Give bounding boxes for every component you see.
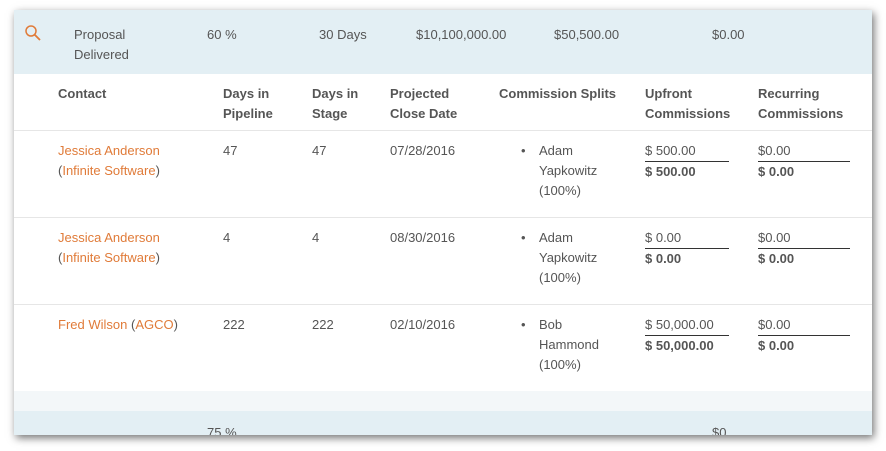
upfront-total: $ 500.00 — [645, 164, 696, 179]
projected-close-date: 02/10/2016 — [390, 317, 456, 332]
recurring-amount: $0.00 — [758, 228, 850, 249]
recurring-commission: $0.00 $ 0.00 — [758, 141, 850, 182]
days-in-pipeline: 47 — [223, 143, 238, 158]
col-contact: Contact — [58, 86, 107, 101]
section-spacer — [14, 391, 872, 411]
days-in-pipeline: 4 — [223, 230, 231, 245]
upfront-commission: $ 500.00 $ 500.00 — [645, 141, 729, 182]
recurring-amount: $0.00 — [758, 315, 850, 336]
recurring-total: $ 0.00 — [758, 164, 795, 179]
upfront-total: $ 50,000.00 — [645, 338, 714, 353]
recurring-amount: $0.00 — [758, 141, 850, 162]
contact-cell: Jessica Anderson (Infinite Software) — [58, 143, 160, 178]
split-text: Adam Yapkowitz (100%) — [539, 143, 598, 198]
recurring-total: $ 0.00 — [758, 338, 795, 353]
next-stage-commission: $0 — [712, 425, 727, 435]
upfront-amount: $ 50,000.00 — [645, 315, 729, 336]
next-stage-probability: 75 % — [207, 425, 237, 435]
projected-close-date: 07/28/2016 — [390, 143, 456, 158]
company-link[interactable]: Infinite Software — [62, 250, 156, 265]
bullet-icon: • — [521, 317, 526, 332]
stage-duration: 30 Days — [319, 27, 367, 42]
recurring-commission: $0.00 $ 0.00 — [758, 228, 850, 269]
company-link[interactable]: Infinite Software — [62, 163, 156, 178]
table-row: Fred Wilson (AGCO) 222 222 02/10/2016 • … — [14, 304, 872, 392]
upfront-total: $ 0.00 — [645, 251, 682, 266]
stage-summary-row-next[interactable]: 75 % $0 — [14, 411, 872, 435]
stage-weighted-value: $50,500.00 — [554, 27, 620, 42]
stage-probability: 60 % — [207, 27, 237, 42]
contact-link[interactable]: Jessica Anderson — [58, 143, 160, 158]
commission-split: • Bob Hammond (100%) — [521, 315, 621, 375]
table-row: Jessica Anderson (Infinite Software) 47 … — [14, 130, 872, 218]
stage-value: $10,100,000.00 — [416, 27, 507, 42]
recurring-total: $ 0.00 — [758, 251, 795, 266]
table-row: Jessica Anderson (Infinite Software) 4 4… — [14, 217, 872, 305]
col-projected-close-date: Projected Close Date — [390, 86, 458, 121]
col-commission-splits: Commission Splits — [499, 86, 617, 101]
days-in-stage: 4 — [312, 230, 320, 245]
projected-close-date: 08/30/2016 — [390, 230, 456, 245]
col-days-in-pipeline: Days in Pipeline — [223, 86, 273, 121]
pipeline-card: Proposal Delivered 60 % 30 Days $10,100,… — [14, 10, 872, 435]
days-in-pipeline: 222 — [223, 317, 245, 332]
company-link[interactable]: AGCO — [135, 317, 174, 332]
stage-name: Proposal Delivered — [74, 27, 129, 62]
contact-link[interactable]: Jessica Anderson — [58, 230, 160, 245]
bullet-icon: • — [521, 143, 526, 158]
split-text: Adam Yapkowitz (100%) — [539, 230, 598, 285]
stage-summary-row[interactable]: Proposal Delivered 60 % 30 Days $10,100,… — [14, 10, 872, 74]
col-days-in-stage: Days in Stage — [312, 86, 359, 121]
bullet-icon: • — [521, 230, 526, 245]
col-upfront-commissions: Upfront Commissions — [645, 86, 731, 121]
days-in-stage: 222 — [312, 317, 334, 332]
split-text: Bob Hammond (100%) — [539, 317, 599, 372]
upfront-commission: $ 50,000.00 $ 50,000.00 — [645, 315, 729, 356]
commission-split: • Adam Yapkowitz (100%) — [521, 228, 621, 288]
contact-cell: Fred Wilson (AGCO) — [58, 317, 178, 332]
col-recurring-commissions: Recurring Commissions — [758, 86, 844, 121]
search-icon[interactable] — [24, 24, 42, 42]
days-in-stage: 47 — [312, 143, 327, 158]
upfront-commission: $ 0.00 $ 0.00 — [645, 228, 729, 269]
commission-split: • Adam Yapkowitz (100%) — [521, 141, 621, 201]
contact-cell: Jessica Anderson (Infinite Software) — [58, 230, 160, 265]
recurring-commission: $0.00 $ 0.00 — [758, 315, 850, 356]
stage-commission: $0.00 — [712, 27, 745, 42]
table-header: Contact Days in Pipeline Days in Stage P… — [14, 84, 872, 134]
upfront-amount: $ 500.00 — [645, 141, 729, 162]
upfront-amount: $ 0.00 — [645, 228, 729, 249]
contact-link[interactable]: Fred Wilson — [58, 317, 128, 332]
